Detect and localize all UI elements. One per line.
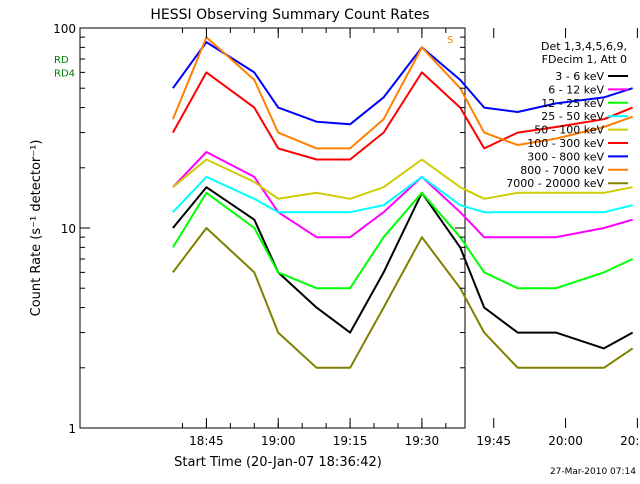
annotation-1: RD4 [54,68,75,79]
x-tick-label: 18:45 [189,434,224,448]
y-tick-label: 100 [53,22,76,36]
series-line-9 [172,227,634,369]
x-tick-label: 20:00 [548,434,583,448]
footer-date: 27-Mar-2010 07:14 [550,467,636,477]
legend-label: 3 - 6 keV [555,70,604,83]
y-axis-label: Count Rate (s⁻¹ detector⁻¹) [29,140,44,317]
x-tick-label: 19:15 [333,434,368,448]
series-line-2 [172,151,633,239]
series-layer [171,36,634,369]
x-tick-label: 19:45 [476,434,511,448]
legend-header-line: Det 1,3,4,5,6,9, [541,40,627,53]
annotation-3: S [447,35,453,46]
y-tick-label: 1 [68,422,76,436]
series-line-3 [172,191,634,290]
legend-header-line: FDecim 1, Att 0 [542,53,627,66]
legend-label: 25 - 50 keV [541,110,604,123]
series-line-4 [172,175,633,214]
series-line-6 [172,71,633,161]
legend-label: 800 - 7000 keV [520,164,604,177]
legend-label: 7000 - 20000 keV [506,177,604,190]
legend-label: 50 - 100 keV [534,124,604,137]
series-line-8 [171,36,633,150]
chart-title: HESSI Observing Summary Count Rates [150,7,429,23]
legend-label: 6 - 12 keV [548,83,604,96]
x-axis-label: Start Time (20-Jan-07 18:36:42) [174,455,382,470]
legend-label: 100 - 300 keV [527,137,604,150]
y-tick-label: 10 [61,222,76,236]
x-tick-label: 19:00 [261,434,296,448]
legend-label: 12 - 25 keV [541,97,604,110]
annotation-2: RD [54,55,69,66]
legend-label: 300 - 800 keV [527,150,604,163]
x-tick-label: 19:30 [405,434,440,448]
series-line-1 [172,186,634,350]
plot-frame [79,27,466,429]
legend: Det 1,3,4,5,6,9,FDecim 1, Att 0 3 - 6 keV… [506,40,628,190]
x-tick-label: 20:15 [620,434,640,448]
y-axis-ticks: 1 10 100 [53,22,465,436]
x-axis-ticks: 18:45 19:00 19:15 19:30 19:45 20:00 20:15 [181,28,640,448]
annotation-layer: RD4 RD S [54,35,453,79]
series-line-7 [172,41,633,126]
series-line-5 [172,158,633,200]
